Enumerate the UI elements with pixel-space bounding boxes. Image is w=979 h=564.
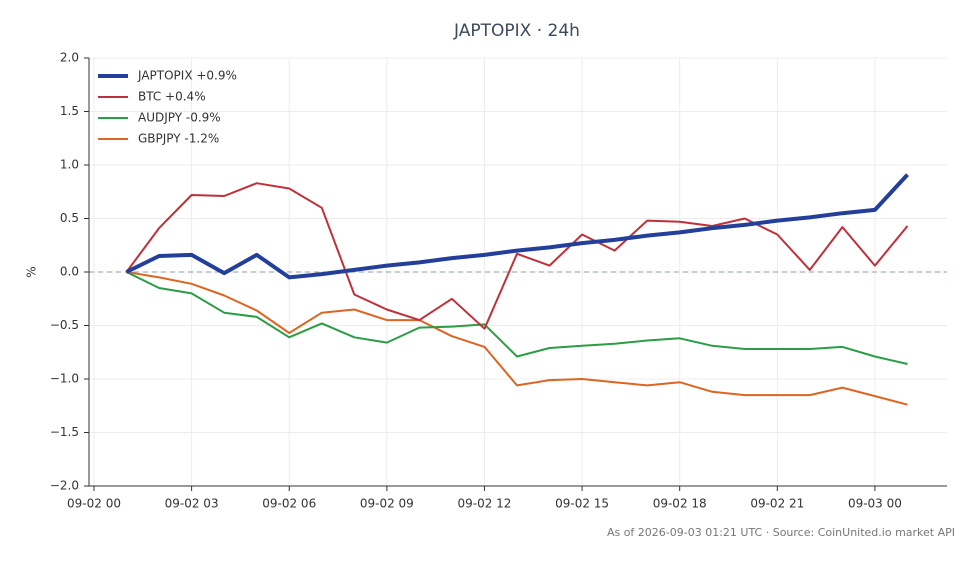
y-tick-label: 2.0 [60, 51, 79, 65]
x-tick-label: 09-02 21 [750, 497, 804, 511]
series-line [125, 182, 909, 330]
legend-label: BTC +0.4% [138, 90, 206, 104]
x-tick-label: 09-03 00 [848, 497, 902, 511]
legend-label: JAPTOPIX +0.9% [137, 69, 237, 83]
legend-label: GBPJPY -1.2% [138, 132, 219, 146]
series-line [125, 173, 909, 280]
y-tick-label: −0.5 [50, 318, 79, 332]
y-tick-label: −1.5 [50, 425, 79, 439]
series-line [126, 271, 908, 365]
x-tick-label: 09-02 12 [457, 497, 511, 511]
footer: As of 2026-09-03 01:21 UTC · Source: Coi… [607, 526, 955, 539]
y-tick-label: 0.0 [60, 265, 79, 279]
y-tick-label: 0.5 [60, 211, 79, 225]
y-tick-label: 1.0 [60, 158, 79, 172]
x-tick-label: 09-02 00 [67, 497, 121, 511]
x-tick-label: 09-02 06 [262, 497, 316, 511]
y-axis-label: % [25, 266, 39, 277]
y-tick-label: −2.0 [50, 479, 79, 493]
series-line [126, 271, 908, 406]
x-tick-label: 09-02 09 [360, 497, 414, 511]
legend-label: AUDJPY -0.9% [138, 111, 221, 125]
x-tick-label: 09-02 15 [555, 497, 609, 511]
x-tick-label: 09-02 03 [165, 497, 219, 511]
y-tick-label: −1.0 [50, 372, 79, 386]
x-tick-label: 09-02 18 [653, 497, 707, 511]
y-tick-label: 1.5 [60, 104, 79, 118]
chart-title: JAPTOPIX · 24h [453, 21, 580, 41]
